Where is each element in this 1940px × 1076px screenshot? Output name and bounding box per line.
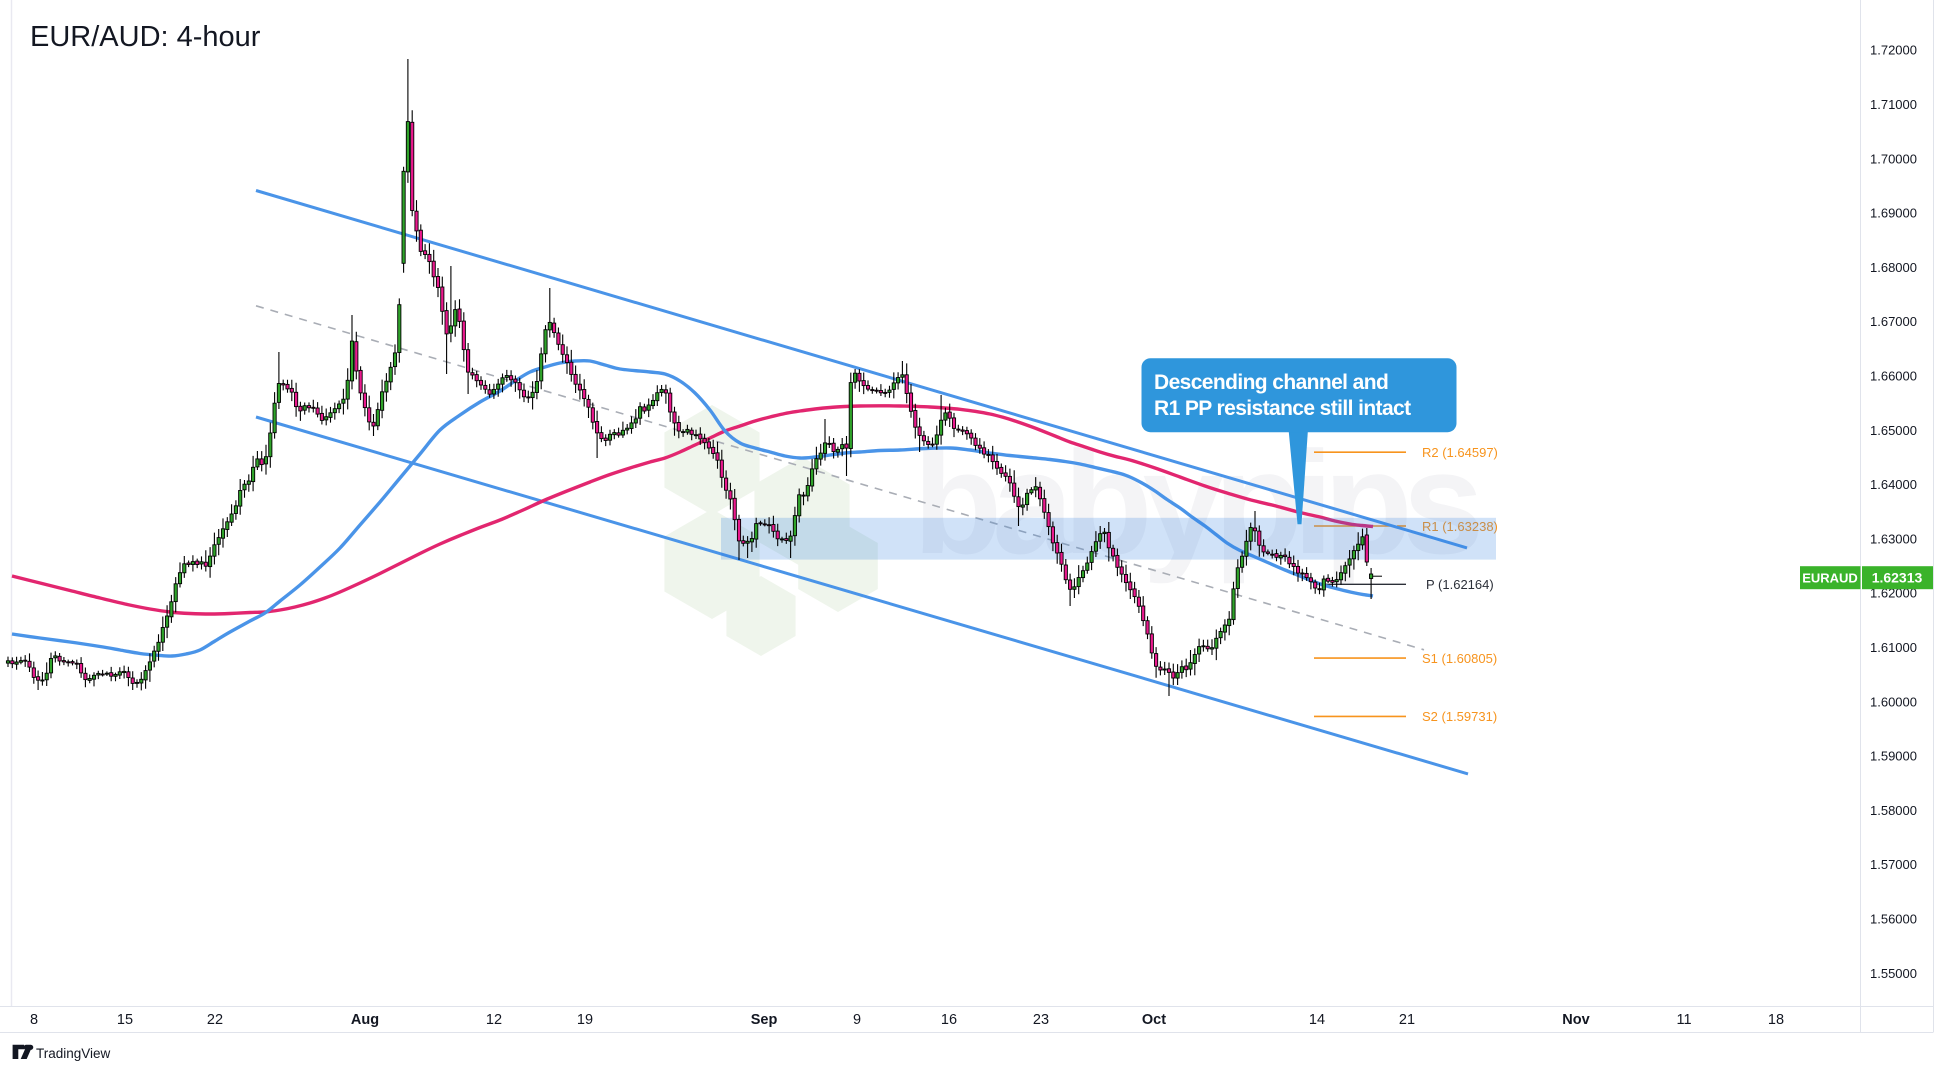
svg-text:1.69000: 1.69000 [1870, 206, 1917, 221]
svg-text:1.72000: 1.72000 [1870, 43, 1917, 58]
svg-text:1.66000: 1.66000 [1870, 369, 1917, 384]
svg-text:Sep: Sep [751, 1012, 778, 1028]
svg-text:18: 18 [1768, 1012, 1784, 1028]
svg-text:1.58000: 1.58000 [1870, 803, 1917, 818]
svg-text:R2 (1.64597): R2 (1.64597) [1422, 445, 1498, 460]
svg-text:1.67000: 1.67000 [1870, 314, 1917, 329]
svg-text:1.57000: 1.57000 [1870, 857, 1917, 872]
svg-text:9: 9 [853, 1012, 861, 1028]
svg-text:1.62000: 1.62000 [1870, 586, 1917, 601]
svg-text:1.60000: 1.60000 [1870, 694, 1917, 709]
svg-text:Nov: Nov [1562, 1012, 1589, 1028]
svg-text:23: 23 [1033, 1012, 1049, 1028]
svg-text:S1 (1.60805): S1 (1.60805) [1422, 651, 1497, 666]
svg-text:Oct: Oct [1142, 1012, 1166, 1028]
svg-text:1.65000: 1.65000 [1870, 423, 1917, 438]
svg-text:11: 11 [1676, 1012, 1691, 1028]
svg-text:EUR/AUD: 4-hour: EUR/AUD: 4-hour [30, 21, 261, 53]
svg-text:1.55000: 1.55000 [1870, 966, 1917, 981]
svg-text:TradingView: TradingView [36, 1046, 111, 1061]
svg-text:R1 PP resistance still intact: R1 PP resistance still intact [1154, 397, 1411, 420]
svg-text:12: 12 [486, 1012, 502, 1028]
svg-text:1.59000: 1.59000 [1870, 749, 1917, 764]
svg-text:R1 (1.63238): R1 (1.63238) [1422, 519, 1498, 534]
svg-text:1.70000: 1.70000 [1870, 151, 1917, 166]
svg-text:22: 22 [207, 1012, 223, 1028]
svg-text:1.71000: 1.71000 [1870, 97, 1917, 112]
svg-text:19: 19 [577, 1012, 593, 1028]
svg-text:P (1.62164): P (1.62164) [1426, 577, 1494, 592]
svg-text:1.68000: 1.68000 [1870, 260, 1917, 275]
svg-text:S2 (1.59731): S2 (1.59731) [1422, 709, 1497, 724]
svg-text:14: 14 [1309, 1012, 1325, 1028]
svg-text:1.61000: 1.61000 [1870, 640, 1917, 655]
svg-text:1.64000: 1.64000 [1870, 477, 1917, 492]
svg-text:8: 8 [30, 1012, 38, 1028]
svg-text:Descending channel and: Descending channel and [1154, 371, 1388, 394]
svg-text:15: 15 [117, 1012, 133, 1028]
svg-text:babypips: babypips [913, 421, 1479, 584]
svg-text:Aug: Aug [351, 1012, 379, 1028]
svg-text:1.62313: 1.62313 [1872, 570, 1923, 586]
svg-text:EURAUD: EURAUD [1802, 571, 1858, 586]
svg-text:21: 21 [1399, 1012, 1415, 1028]
svg-text:1.63000: 1.63000 [1870, 531, 1917, 546]
svg-text:16: 16 [941, 1012, 957, 1028]
svg-text:1.56000: 1.56000 [1870, 912, 1917, 927]
